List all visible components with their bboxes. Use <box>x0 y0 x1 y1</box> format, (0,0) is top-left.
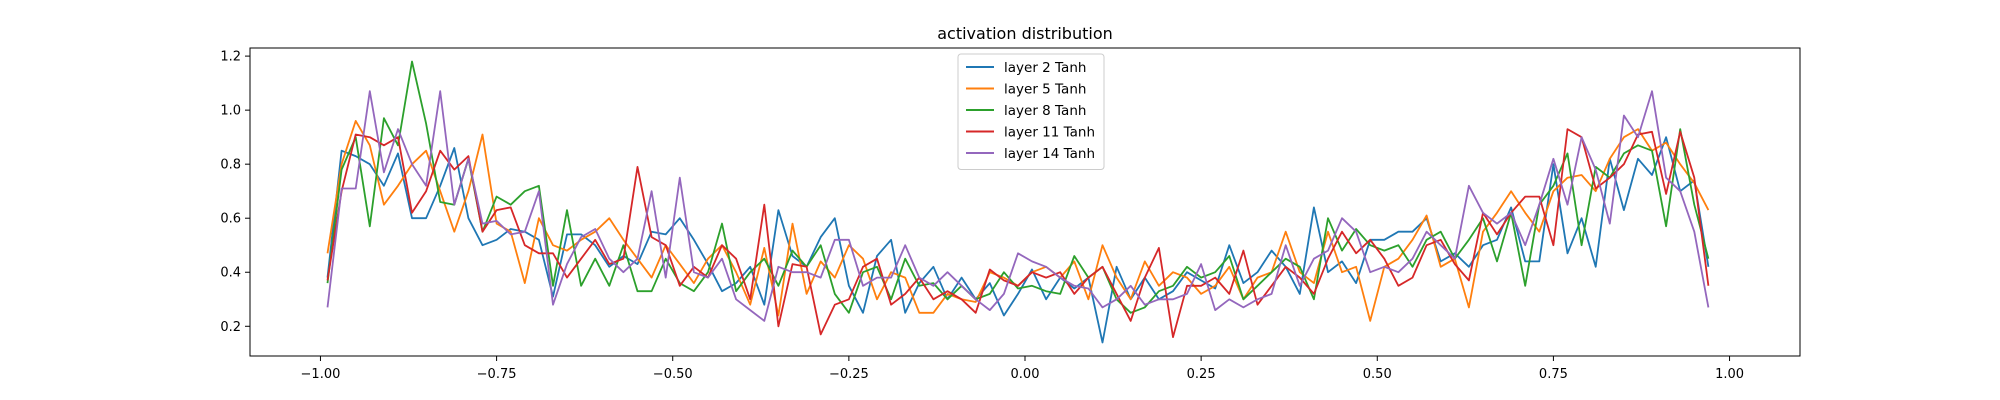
legend-label-0: layer 2 Tanh <box>1004 60 1086 76</box>
x-axis: −1.00 −0.75 −0.50 −0.25 0.00 0.25 0.50 0.75 1.00 <box>301 356 1744 382</box>
y-tick-label-0: 0.2 <box>220 320 241 335</box>
chart-title: activation distribution <box>937 24 1113 43</box>
legend-label-2: layer 8 Tanh <box>1004 103 1086 119</box>
series-line-3 <box>326 128 1710 339</box>
x-tick-label-5: 0.25 <box>1187 367 1216 382</box>
series-group <box>326 60 1710 344</box>
legend-label-3: layer 11 Tanh <box>1004 125 1095 141</box>
legend-label-4: layer 14 Tanh <box>1004 146 1095 162</box>
series-line-4 <box>326 90 1710 322</box>
x-tick-label-4: 0.00 <box>1011 367 1040 382</box>
y-tick-label-2: 0.6 <box>220 212 241 227</box>
legend-label-1: layer 5 Tanh <box>1004 82 1086 98</box>
y-tick-label-1: 0.4 <box>220 266 241 281</box>
x-tick-label-2: −0.50 <box>653 367 693 382</box>
y-axis: 0.2 0.4 0.6 0.8 1.0 1.2 <box>220 50 250 335</box>
x-tick-label-3: −0.25 <box>829 367 869 382</box>
y-tick-label-3: 0.8 <box>220 158 241 173</box>
x-tick-label-1: −0.75 <box>477 367 517 382</box>
y-tick-label-5: 1.2 <box>220 50 241 65</box>
legend-box <box>957 53 1105 170</box>
y-tick-label-4: 1.0 <box>220 104 241 119</box>
x-tick-label-0: −1.00 <box>301 367 341 382</box>
legend: layer 2 Tanh layer 5 Tanh layer 8 Tanh laye… <box>957 53 1105 170</box>
x-tick-label-6: 0.50 <box>1363 367 1392 382</box>
x-tick-label-8: 1.00 <box>1715 367 1744 382</box>
x-tick-label-7: 0.75 <box>1539 367 1568 382</box>
